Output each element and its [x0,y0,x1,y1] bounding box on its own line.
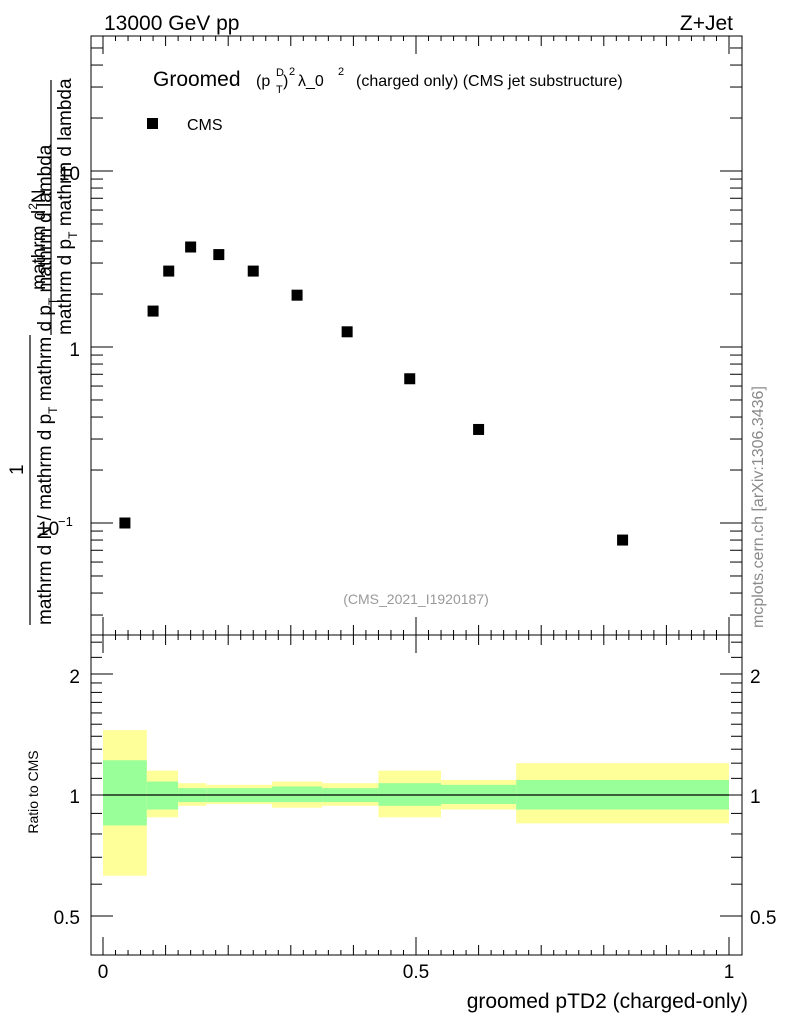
ratio-y-label: Ratio to CMS [25,750,41,833]
legend-label: CMS [187,117,223,134]
analysis-id: (CMS_2021_I1920187) [343,591,489,607]
ylabel-bottom-numerator: 1 [7,464,28,475]
title-sub-t: T [276,84,283,96]
ytick-label-0.1: 10 −1 [38,514,73,540]
ylabel-bottom-denominator: mathrm d N / mathrm d pT mathrm d pT mat… [35,144,60,625]
title-prefix: Groomed [153,68,241,91]
ytick-label-10: 10 [59,164,80,185]
header-process-label: Z+Jet [680,12,733,35]
title-lambda: λ_0 [298,73,324,90]
title-sup-2: 2 [289,66,295,78]
title-sup-2b: 2 [338,66,344,78]
data-point-5 [247,265,259,277]
data-point-10 [617,534,629,546]
y-axis-label: mathrm d2N mathrm d pT mathrm d lambda 1… [7,78,80,625]
ratio-inner-band-0 [103,760,147,826]
data-point-8 [404,373,416,385]
ratio-ytick-2-right: 2 [750,667,761,688]
title-close: ) [283,73,288,90]
header-energy-label: 13000 GeV pp [104,12,239,35]
ratio-ytick-2-left: 2 [69,667,80,688]
xtick-label-1: 1 [724,962,735,983]
ratio-bands [103,730,729,876]
data-point-1 [147,305,159,317]
data-point-4 [213,249,225,261]
plot-title: Groomed (p D T ) 2 λ_0 2 (charged only) … [153,66,623,96]
ratio-inner-band-4 [272,786,323,803]
title-sup-d: D [276,67,284,79]
title-p: (p [256,73,270,90]
ylabel-top-denominator: mathrm d pT mathrm d lambda [55,78,80,335]
axis-ticks [91,36,742,955]
ratio-ytick-0.5-right: 0.5 [750,908,776,929]
data-point-2 [163,265,175,277]
title-suffix: (charged only) (CMS jet substructure) [356,73,623,90]
data-markers [119,241,629,546]
data-point-7 [341,326,353,338]
ratio-ytick-1-right: 1 [750,787,761,808]
data-point-3 [185,241,197,253]
watermark: mcplots.cern.ch [arXiv:1306.3436] [750,386,767,628]
ratio-inner-band-7 [441,784,517,804]
legend-marker [147,118,158,129]
x-axis-label: groomed pTD2 (charged-only) [467,990,748,1013]
xtick-label-0.5: 0.5 [403,962,429,983]
ytick-label-0.1-base: 10 [38,519,59,540]
data-point-0 [119,517,131,529]
ytick-label-0.1-exp: −1 [58,514,73,529]
xtick-label-0: 0 [98,962,109,983]
ratio-ytick-0.5-left: 0.5 [54,908,80,929]
ylabel-top-numerator: mathrm d2N [26,189,50,290]
ratio-ytick-1-left: 1 [69,787,80,808]
ytick-label-1: 1 [69,340,80,361]
data-point-6 [291,289,303,301]
data-point-9 [473,423,485,435]
